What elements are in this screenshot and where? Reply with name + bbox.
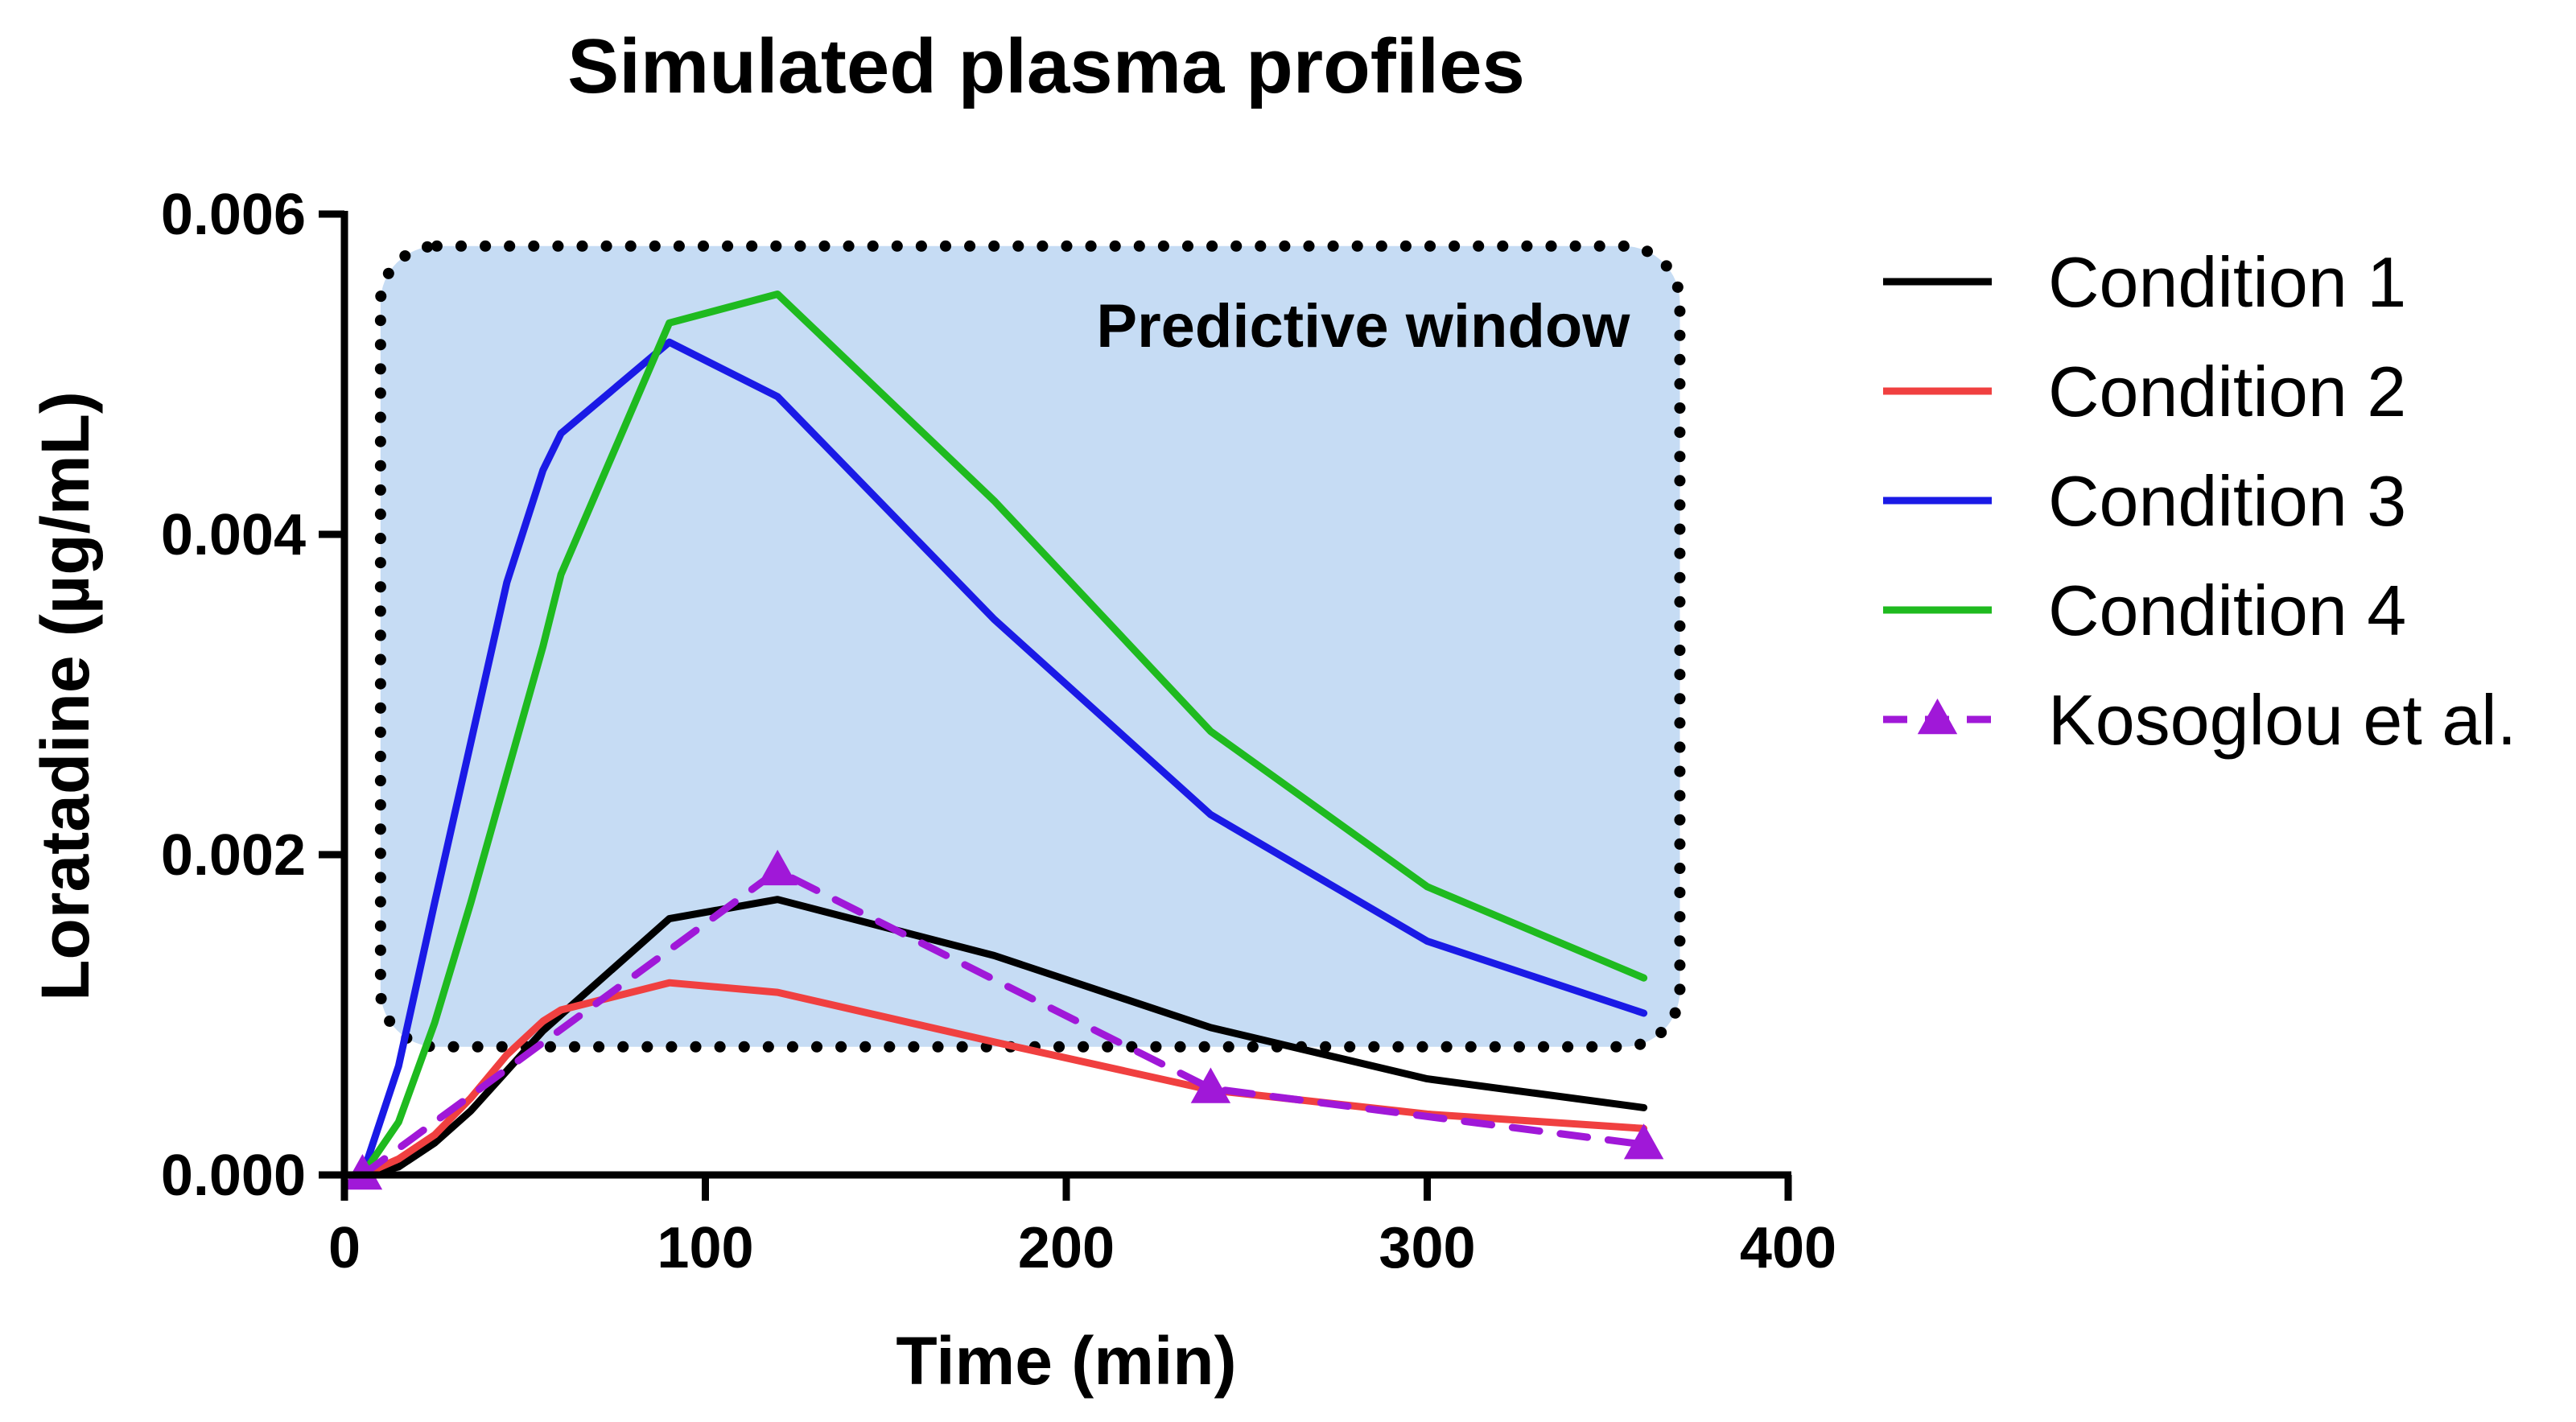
y-axis: 0.000 0.002 0.004 0.006 Loratadine (µg/mL): [27, 183, 348, 1208]
x-tick-label: 200: [1018, 1216, 1115, 1280]
y-tick-label: 0.000: [161, 1144, 306, 1208]
x-axis: 0 100 200 300 400 Time (min): [328, 1171, 1836, 1399]
series-1: [358, 896, 1648, 1179]
series-line: [358, 338, 1648, 1179]
y-tick-label: 0.004: [161, 503, 306, 567]
data-point-marker: [757, 849, 798, 886]
legend-label: Condition 1: [2048, 242, 2406, 322]
predictive-window-box: [374, 240, 1686, 1053]
legend-item: Condition 2: [1883, 352, 2406, 431]
series-line: [358, 291, 1648, 1179]
series-line: [358, 896, 1648, 1179]
data-point-marker: [1623, 1123, 1664, 1160]
predictive-window: Predictive window: [374, 240, 1686, 1053]
y-tick-label: 0.006: [161, 183, 306, 247]
legend-item: Condition 1: [1883, 242, 2406, 322]
data-point-marker: [1190, 1067, 1231, 1103]
series-5: [342, 849, 1664, 1190]
predictive-window-label: Predictive window: [1096, 292, 1630, 361]
legend-marker: [1917, 699, 1958, 735]
x-axis-label: Time (min): [896, 1323, 1236, 1399]
x-tick-label: 0: [328, 1216, 361, 1280]
legend-item: Condition 3: [1883, 461, 2406, 541]
legend-item: Condition 4: [1883, 571, 2406, 650]
y-tick-label: 0.002: [161, 823, 306, 888]
plot-series: [342, 291, 1664, 1190]
legend-label: Condition 4: [2048, 571, 2406, 650]
y-axis-label: Loratadine (µg/mL): [27, 391, 103, 1001]
legend-label: Kosoglou et al.: [2048, 680, 2516, 760]
x-tick-label: 400: [1740, 1216, 1836, 1280]
x-tick-label: 300: [1379, 1216, 1475, 1280]
series-line: [358, 867, 1648, 1179]
chart-title: Simulated plasma profiles: [567, 23, 1525, 109]
series-4: [358, 291, 1648, 1179]
x-tick-label: 100: [657, 1216, 753, 1280]
legend: Condition 1 Condition 2 Condition 3 Conditi…: [1883, 242, 2516, 760]
legend-label: Condition 3: [2048, 461, 2406, 541]
series-3: [358, 338, 1648, 1179]
legend-item: Kosoglou et al.: [1883, 680, 2516, 760]
legend-label: Condition 2: [2048, 352, 2406, 431]
